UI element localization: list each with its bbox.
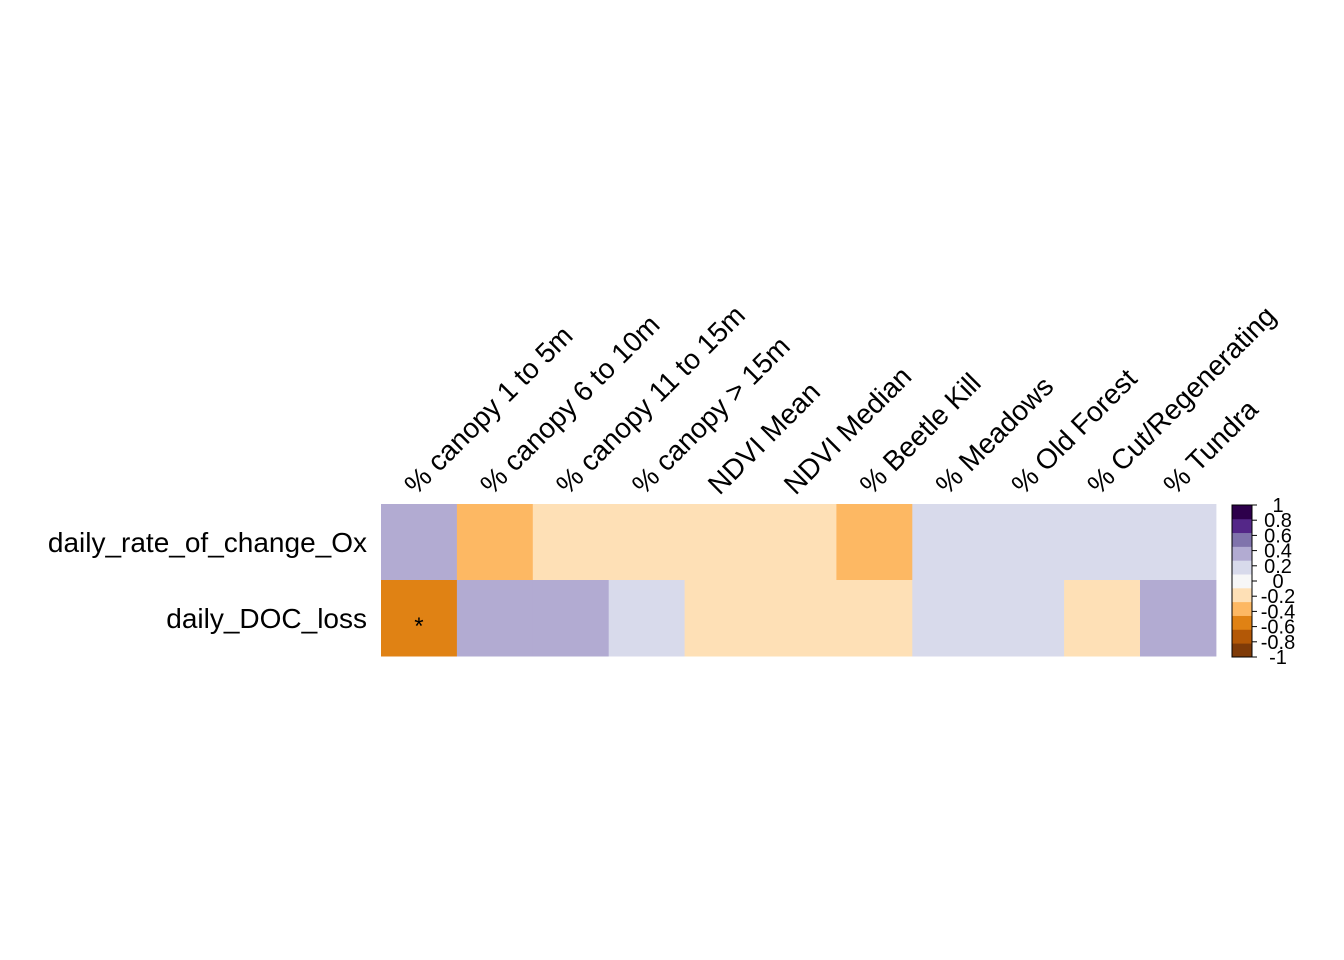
heatmap-cell (684, 580, 761, 657)
colorbar-tick-label: -0.4 (1261, 601, 1295, 623)
colorbar-swatch (1232, 505, 1252, 520)
colorbar-tick-label: 0.2 (1264, 556, 1292, 578)
colorbar-swatch (1232, 643, 1252, 658)
row-label: daily_DOC_loss (166, 603, 367, 634)
colorbar-tick-label: -0.2 (1261, 586, 1295, 608)
colorbar-swatch (1232, 601, 1252, 616)
heatmap-cell (381, 504, 458, 581)
colorbar-swatch (1232, 587, 1252, 603)
heatmap-cell (760, 504, 837, 581)
heatmap-cell (988, 580, 1065, 657)
colorbar-tick-label: 0.4 (1264, 541, 1292, 563)
heatmap-cell (836, 580, 913, 657)
significance-marks: * (414, 613, 423, 640)
heatmap-cell (456, 504, 534, 581)
heatmap-cell (912, 504, 989, 581)
row-label: daily_rate_of_change_Ox (48, 527, 367, 558)
colorbar-swatch (1232, 546, 1252, 561)
heatmap-cell (1140, 580, 1217, 657)
colorbar-swatch (1232, 560, 1252, 575)
colorbar-tick-label: -1 (1269, 647, 1287, 669)
heatmap-cell (912, 580, 989, 657)
colorbar-tick-label: -0.6 (1261, 617, 1295, 639)
significance-star: * (414, 613, 423, 640)
colorbar-swatch (1232, 574, 1252, 589)
heatmap-cell (608, 580, 686, 657)
colorbar-tick-label: 0 (1272, 571, 1283, 593)
heatmap-cell (760, 580, 837, 657)
heatmap-cell (456, 580, 534, 657)
heatmap-cell (988, 504, 1065, 581)
row-labels: daily_rate_of_change_Ox daily_DOC_loss (48, 527, 367, 634)
heatmap-cell (836, 504, 913, 581)
heatmap-cell (684, 504, 761, 581)
colorbar-tick-label: -0.8 (1261, 632, 1295, 654)
colorbar-swatch (1232, 615, 1252, 630)
heatmap-cell (532, 580, 610, 657)
colorbar-tick-label: 0.8 (1264, 510, 1292, 532)
heatmap-cell (532, 504, 610, 581)
colorbar-swatch (1232, 532, 1252, 547)
heatmap-cell (1064, 580, 1141, 657)
column-labels: % canopy 1 to 5m% canopy 6 to 10m% canop… (398, 299, 1281, 500)
heatmap-cell (608, 504, 686, 581)
colorbar: 10.80.60.40.20-0.2-0.4-0.6-0.8-1 (1231, 495, 1295, 669)
colorbar-tick-label: 0.6 (1264, 525, 1292, 547)
colorbar-tick-label: 1 (1272, 495, 1283, 517)
heatmap-cells (381, 504, 1217, 657)
colorbar-swatch (1232, 518, 1252, 534)
heatmap-cell (1064, 504, 1141, 581)
heatmap-cell (1140, 504, 1217, 581)
colorbar-swatch (1232, 629, 1252, 644)
heatmap-cell (381, 580, 458, 657)
